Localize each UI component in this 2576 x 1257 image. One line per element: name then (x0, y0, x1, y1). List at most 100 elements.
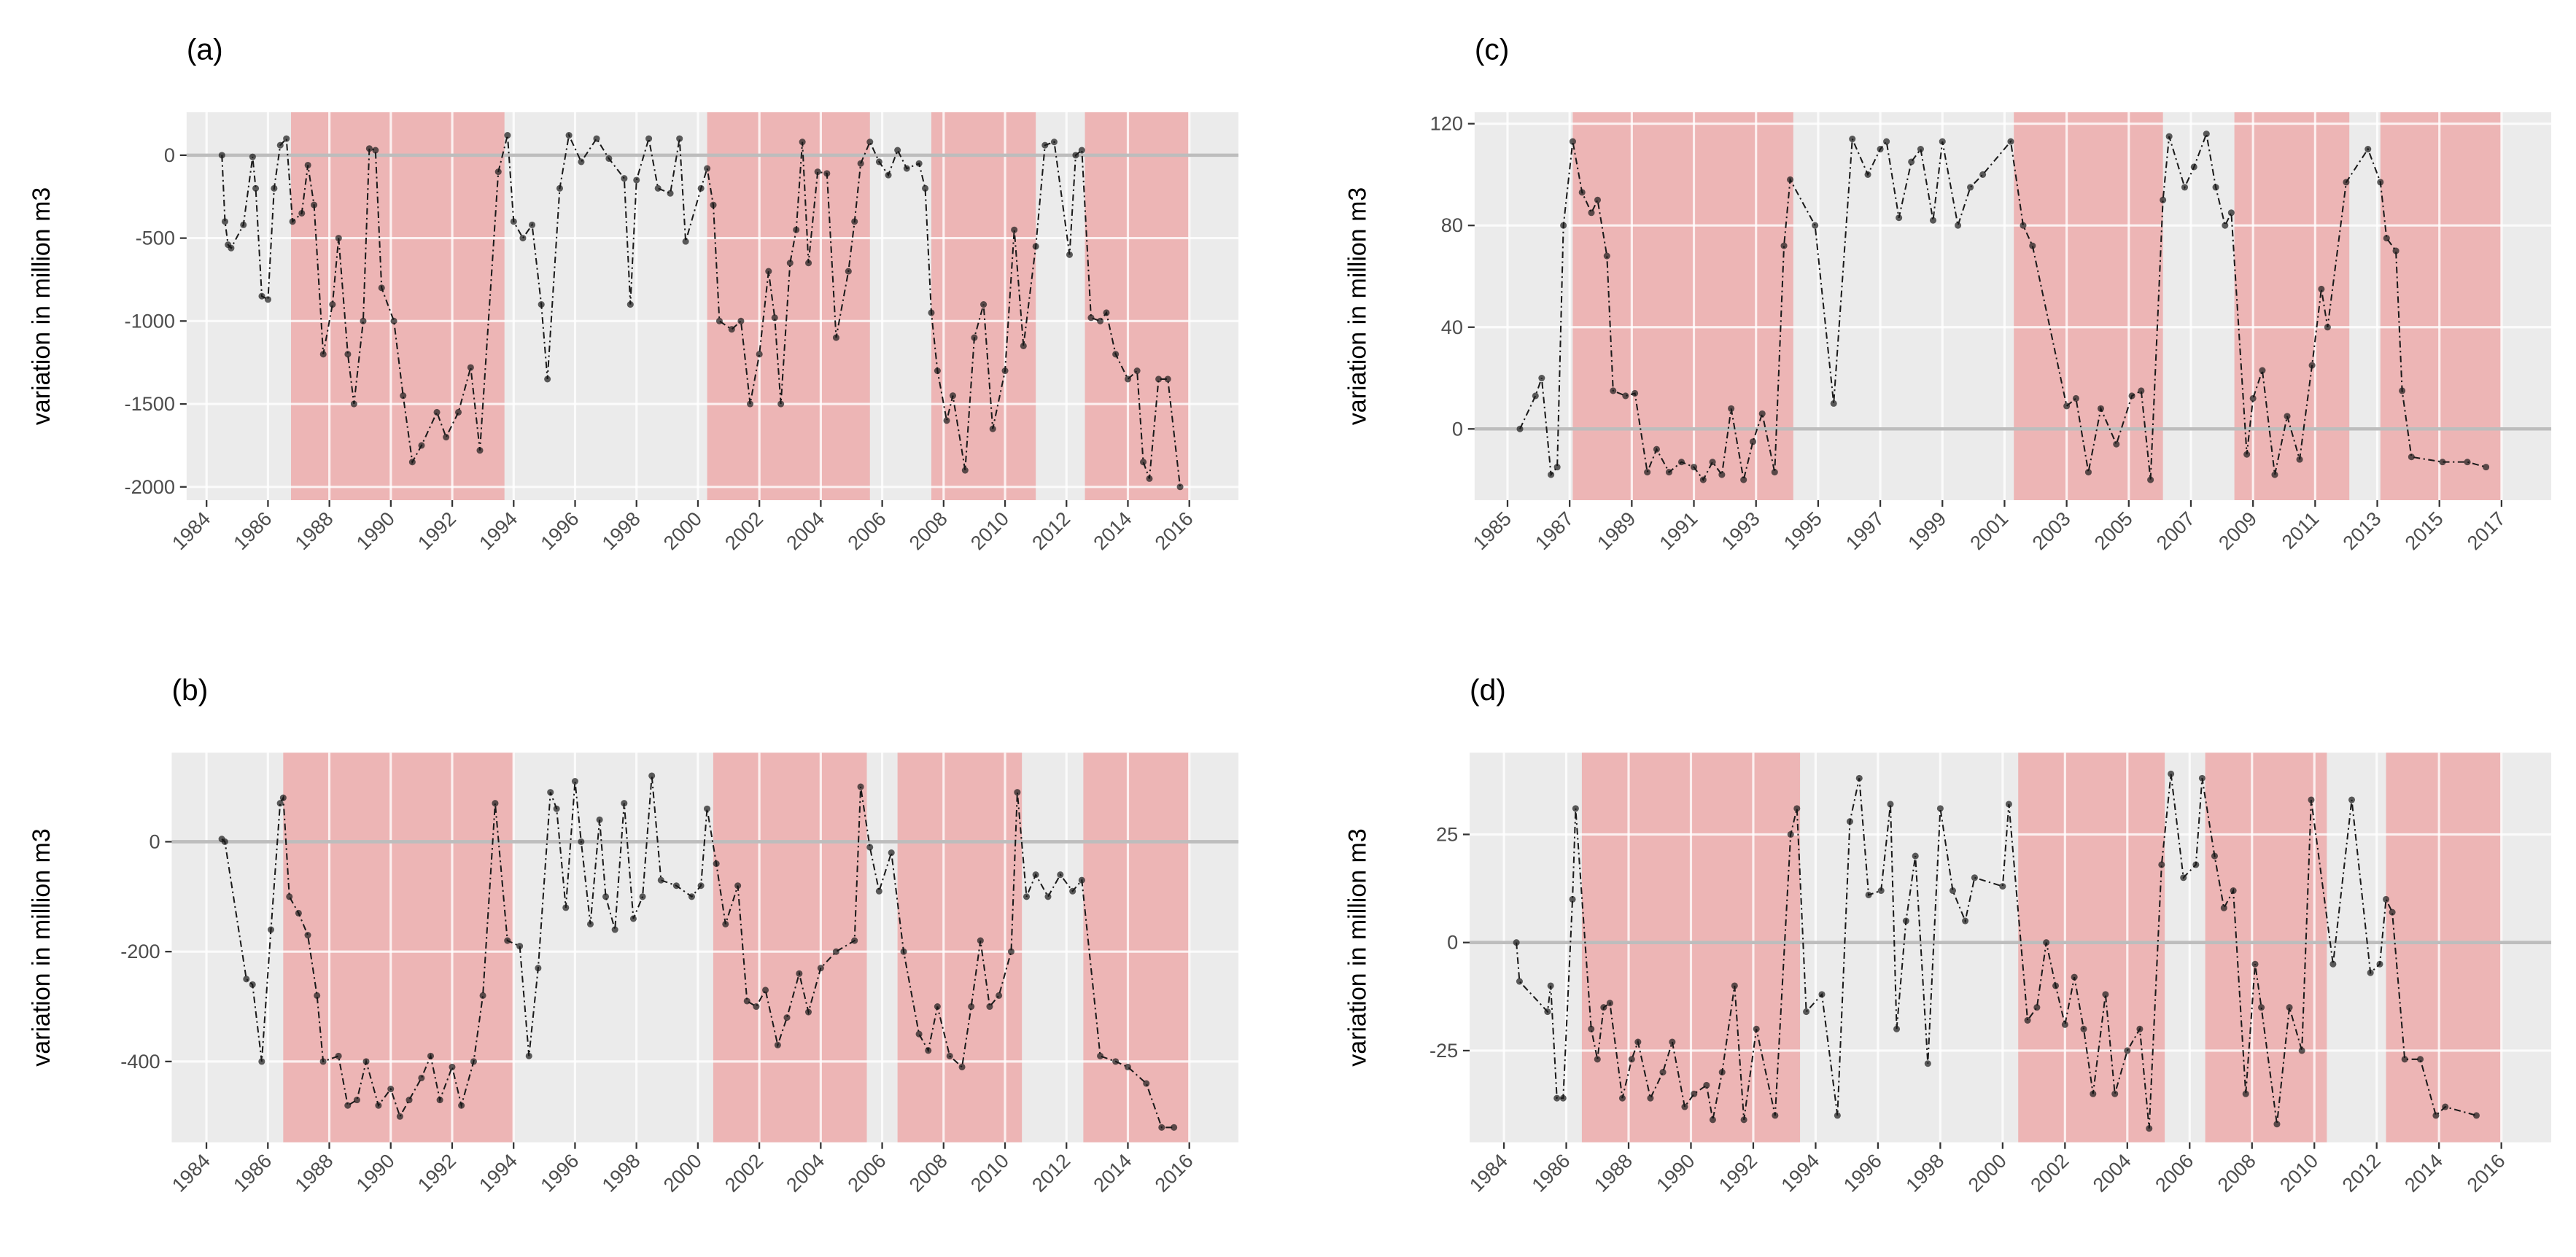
shaded-period (2205, 752, 2327, 1143)
data-point (737, 317, 745, 324)
data-point (2020, 222, 2027, 229)
data-point (1691, 464, 1698, 471)
shaded-period (2380, 112, 2502, 500)
data-point (697, 184, 705, 192)
data-point (605, 155, 613, 162)
x-tick-label: 2012 (1028, 507, 1075, 554)
data-point (2192, 861, 2200, 868)
data-point (1758, 410, 1766, 417)
x-tick-label: 2001 (1966, 507, 2013, 554)
x-tick-label: 2002 (2026, 1149, 2073, 1196)
x-tick-label: 2000 (1963, 1149, 2011, 1196)
data-point (1924, 1060, 1931, 1067)
data-point (968, 1003, 975, 1011)
data-point (593, 135, 600, 142)
x-tick-label: 2014 (1089, 507, 1136, 554)
y-tick-label: 0 (164, 144, 175, 166)
data-point (2249, 394, 2257, 402)
x-tick-label: 2017 (2462, 507, 2510, 554)
data-point (1665, 469, 1672, 476)
data-point (1929, 217, 1937, 224)
data-point (1578, 189, 1586, 196)
data-point (504, 937, 511, 944)
data-point (586, 920, 594, 928)
data-point (2052, 982, 2060, 989)
data-point (538, 301, 545, 308)
data-point (713, 860, 720, 868)
data-point (621, 800, 628, 807)
data-point (1600, 1004, 1607, 1011)
x-tick-label: 1992 (413, 1149, 460, 1196)
shaded-period (897, 752, 1023, 1143)
data-point (390, 317, 397, 324)
data-point (1917, 146, 1924, 153)
data-point (845, 268, 852, 275)
data-point (1594, 196, 1602, 203)
x-tick-label: 2012 (2338, 1149, 2385, 1196)
data-point (319, 351, 327, 358)
data-point (925, 1047, 932, 1054)
data-point (805, 260, 812, 267)
x-tick-label: 2005 (2090, 507, 2137, 554)
shaded-period (2018, 752, 2165, 1143)
data-point (221, 218, 229, 225)
data-point (989, 425, 996, 432)
x-tick-label: 2006 (843, 1149, 891, 1196)
data-point (2024, 1016, 2031, 1024)
data-point (454, 408, 462, 416)
y-tick-label: 80 (1441, 214, 1463, 236)
data-point (2147, 476, 2154, 483)
data-point (286, 893, 293, 900)
data-point (710, 201, 717, 209)
data-point (1072, 152, 1079, 159)
data-point (2329, 960, 2337, 968)
data-point (1877, 146, 1884, 153)
data-point (786, 260, 794, 267)
panel: 1985 1987 1989 1991 1993 1995 1997 1999 2001 2003… (1343, 33, 2552, 554)
data-point (980, 301, 988, 308)
data-point (2211, 852, 2219, 860)
data-point (2230, 887, 2237, 895)
data-point (1044, 893, 1052, 900)
data-point (335, 235, 342, 242)
data-point (436, 1097, 443, 1104)
data-point (1740, 476, 1747, 483)
data-point (2220, 904, 2227, 911)
data-point (243, 976, 250, 983)
data-point (796, 970, 803, 977)
data-point (2181, 184, 2188, 191)
data-line (221, 133, 1182, 487)
data-point (2383, 235, 2390, 242)
data-point (1780, 242, 1788, 249)
shaded-period (283, 752, 514, 1143)
data-point (476, 447, 484, 454)
data-point (866, 139, 874, 146)
data-point (832, 334, 839, 341)
data-point (1628, 1056, 1635, 1063)
x-tick-label: 2010 (966, 507, 1013, 554)
data-point (756, 351, 763, 358)
data-line (1519, 131, 2486, 481)
data-point (1124, 375, 1132, 383)
data-point (1588, 209, 1595, 217)
x-tick-label: 2016 (1150, 1149, 1198, 1196)
data-point (753, 1003, 760, 1011)
data-point (1606, 1000, 1613, 1007)
data-point (996, 992, 1003, 999)
data-point (958, 1063, 966, 1070)
data-point (240, 221, 247, 228)
x-tick-label: 2008 (904, 1149, 952, 1196)
data-point (1516, 425, 1524, 432)
x-tick-label: 2006 (843, 507, 891, 554)
data-point (1143, 1080, 1150, 1087)
data-point (264, 296, 271, 303)
data-point (1112, 351, 1120, 358)
data-point (1569, 895, 1576, 903)
data-point (418, 442, 425, 449)
data-point (961, 467, 969, 474)
data-point (1647, 1094, 1654, 1102)
data-point (504, 132, 511, 139)
data-point (479, 992, 486, 999)
data-point (1939, 138, 1946, 145)
